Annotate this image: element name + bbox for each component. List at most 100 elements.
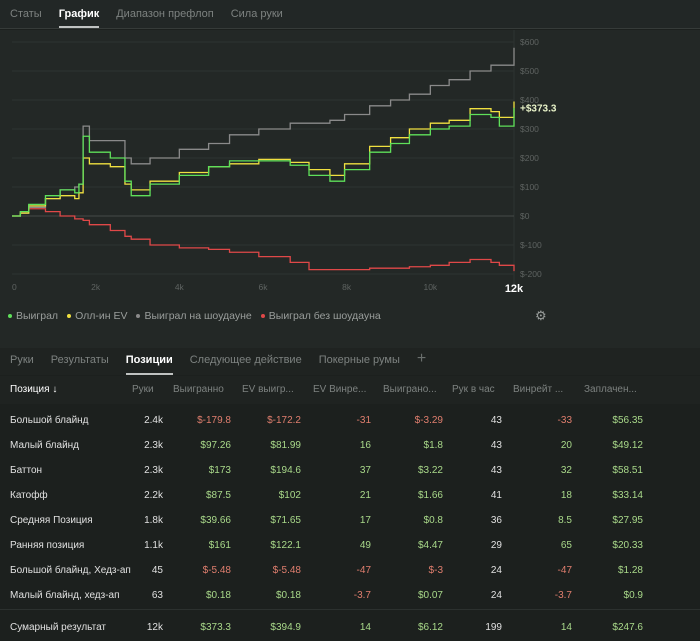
cell: $247.6	[612, 622, 643, 633]
bottom-tab-1[interactable]: Результаты	[50, 354, 109, 366]
legend-item[interactable]: Выиграл без шоудауна	[260, 310, 381, 322]
bottom-tab-4[interactable]: Покерные румы	[318, 354, 400, 366]
x-tick-label: 0	[12, 282, 17, 292]
cell: 43	[490, 465, 502, 476]
cell: $0.18	[205, 590, 231, 601]
x-tick-label: 12k	[505, 283, 524, 295]
x-tick-label: 10k	[423, 282, 437, 292]
y-tick-label: $100	[520, 182, 539, 192]
cell: 2.3k	[144, 465, 163, 476]
chart-legend: Выиграл Олл-ин EV Выиграл на шоудауне Выигр…	[8, 310, 381, 322]
cell: $-179.8	[197, 415, 231, 426]
total-row-container: Сумарный результат 12k $373.3 $394.9 14 $6.12…	[0, 609, 700, 641]
cell: $-3.29	[414, 415, 443, 426]
legend-item[interactable]: Олл-ин EV	[67, 310, 127, 322]
legend-item[interactable]: Выиграл на шоудауне	[136, 310, 252, 322]
tab-3[interactable]: Сила руки	[230, 8, 283, 20]
cell: $0.07	[417, 590, 443, 601]
column-header[interactable]: Выигранно	[173, 384, 224, 395]
column-header[interactable]: Руки	[132, 384, 154, 395]
cell-position: Баттон	[10, 465, 43, 476]
cell: 24	[490, 590, 502, 601]
column-header[interactable]: EV Винре...	[313, 384, 367, 395]
cell: $87.5	[205, 490, 231, 501]
column-header[interactable]: Заплачен...	[584, 384, 637, 395]
cell: 199	[485, 622, 502, 633]
cell-position: Катофф	[10, 490, 48, 501]
y-tick-label: $-100	[520, 240, 542, 250]
cell: $0.9	[623, 590, 643, 601]
cell: $49.12	[612, 440, 643, 451]
cell: 43	[490, 440, 502, 451]
cell: 37	[359, 465, 371, 476]
legend-label: Олл-ин EV	[75, 310, 128, 322]
cell: $394.9	[270, 622, 301, 633]
table-row[interactable]: Баттон 2.3k $173 $194.6 37 $3.22 43 32 $58.51	[0, 458, 700, 483]
legend-label: Выиграл без шоудауна	[268, 310, 381, 322]
column-header[interactable]: Винрейт ...	[513, 384, 564, 395]
table-row[interactable]: Средняя Позиция 1.8k $39.66 $71.65 17 $0.8 36 8…	[0, 508, 700, 533]
x-tick-label: 6k	[259, 282, 269, 292]
tab-2[interactable]: Диапазон префлоп	[116, 8, 214, 20]
cell: -33	[557, 415, 572, 426]
legend-dot	[136, 314, 141, 319]
cell: 32	[560, 465, 572, 476]
table-row[interactable]: Большой блайнд, Хедз-ап 45 $-5.48 $-5.48 -47…	[0, 558, 700, 583]
cell: 65	[560, 540, 572, 551]
cell: $1.66	[417, 490, 443, 501]
cell: 18	[560, 490, 572, 501]
cell: 2.4k	[144, 415, 163, 426]
legend-dot	[8, 314, 12, 319]
legend-dot	[67, 314, 72, 319]
bottom-tab-2[interactable]: Позиции	[125, 348, 173, 375]
cell: 2.2k	[144, 490, 163, 501]
table-body: Большой блайнд 2.4k $-179.8 $-172.2 -31 $-3.2…	[0, 408, 700, 608]
table-row[interactable]: Малый блайнд 2.3k $97.26 $81.99 16 $1.8 43 20 $4…	[0, 433, 700, 458]
bottom-tab-0[interactable]: Руки	[10, 354, 34, 366]
bottom-tab-3[interactable]: Следующее действие	[189, 354, 302, 366]
table-row[interactable]: Малый блайнд, хедз-ап 63 $0.18 $0.18 -3.7 $0.…	[0, 583, 700, 608]
cell: $20.33	[612, 540, 643, 551]
series-line-2	[12, 47, 515, 217]
table-header: Позиция ↓ Руки Выигранно EV выигр... EV Винр…	[0, 376, 700, 404]
cell: $3.22	[417, 465, 443, 476]
current-value-label: +$373.3	[520, 104, 557, 115]
gear-icon[interactable]: ⚙	[535, 308, 547, 323]
add-tab-button[interactable]: +	[416, 350, 427, 367]
y-tick-label: $600	[520, 37, 539, 47]
cell: 21	[359, 490, 371, 501]
y-tick-label: $500	[520, 66, 539, 76]
table-row[interactable]: Катофф 2.2k $87.5 $102 21 $1.66 41 18 $33.14	[0, 483, 700, 508]
cell: 2.3k	[144, 440, 163, 451]
column-header[interactable]: Выиграно...	[383, 384, 437, 395]
cell: 14	[359, 622, 371, 633]
cell: $161	[208, 540, 231, 551]
column-header[interactable]: EV выигр...	[242, 384, 294, 395]
cell: $373.3	[200, 622, 231, 633]
y-tick-label: $200	[520, 153, 539, 163]
cell-position: Большой блайнд	[10, 415, 89, 426]
cell: 8.5	[558, 515, 572, 526]
legend-item[interactable]: Выиграл	[8, 310, 58, 322]
column-header[interactable]: Позиция ↓	[10, 384, 58, 395]
cell: $97.26	[200, 440, 231, 451]
cell: $0.8	[423, 515, 443, 526]
cell: $81.99	[270, 440, 301, 451]
x-tick-label: 4k	[175, 282, 185, 292]
tab-0[interactable]: Статы	[10, 8, 42, 20]
cell: 14	[560, 622, 572, 633]
cell: $71.65	[270, 515, 301, 526]
cell: 63	[151, 590, 163, 601]
graph-panel: $600 $500 $400 $300 $200 $100 $0 $-100 $-200 0 2k 4…	[0, 30, 700, 348]
column-header[interactable]: Рук в час	[452, 384, 495, 395]
cell: $1.8	[423, 440, 443, 451]
tab-1[interactable]: График	[58, 0, 99, 28]
x-tick-label: 2k	[91, 282, 101, 292]
table-row[interactable]: Ранняя позиция 1.1k $161 $122.1 49 $4.47 29 65 $…	[0, 533, 700, 558]
cell: $0.18	[275, 590, 301, 601]
cell: $-5.48	[272, 565, 301, 576]
cell: -3.7	[353, 590, 371, 601]
total-row: Сумарный результат 12k $373.3 $394.9 14 $6.12…	[0, 615, 700, 640]
profit-chart: $600 $500 $400 $300 $200 $100 $0 $-100 $-200 0 2k 4…	[12, 30, 557, 295]
table-row[interactable]: Большой блайнд 2.4k $-179.8 $-172.2 -31 $-3.2…	[0, 408, 700, 433]
